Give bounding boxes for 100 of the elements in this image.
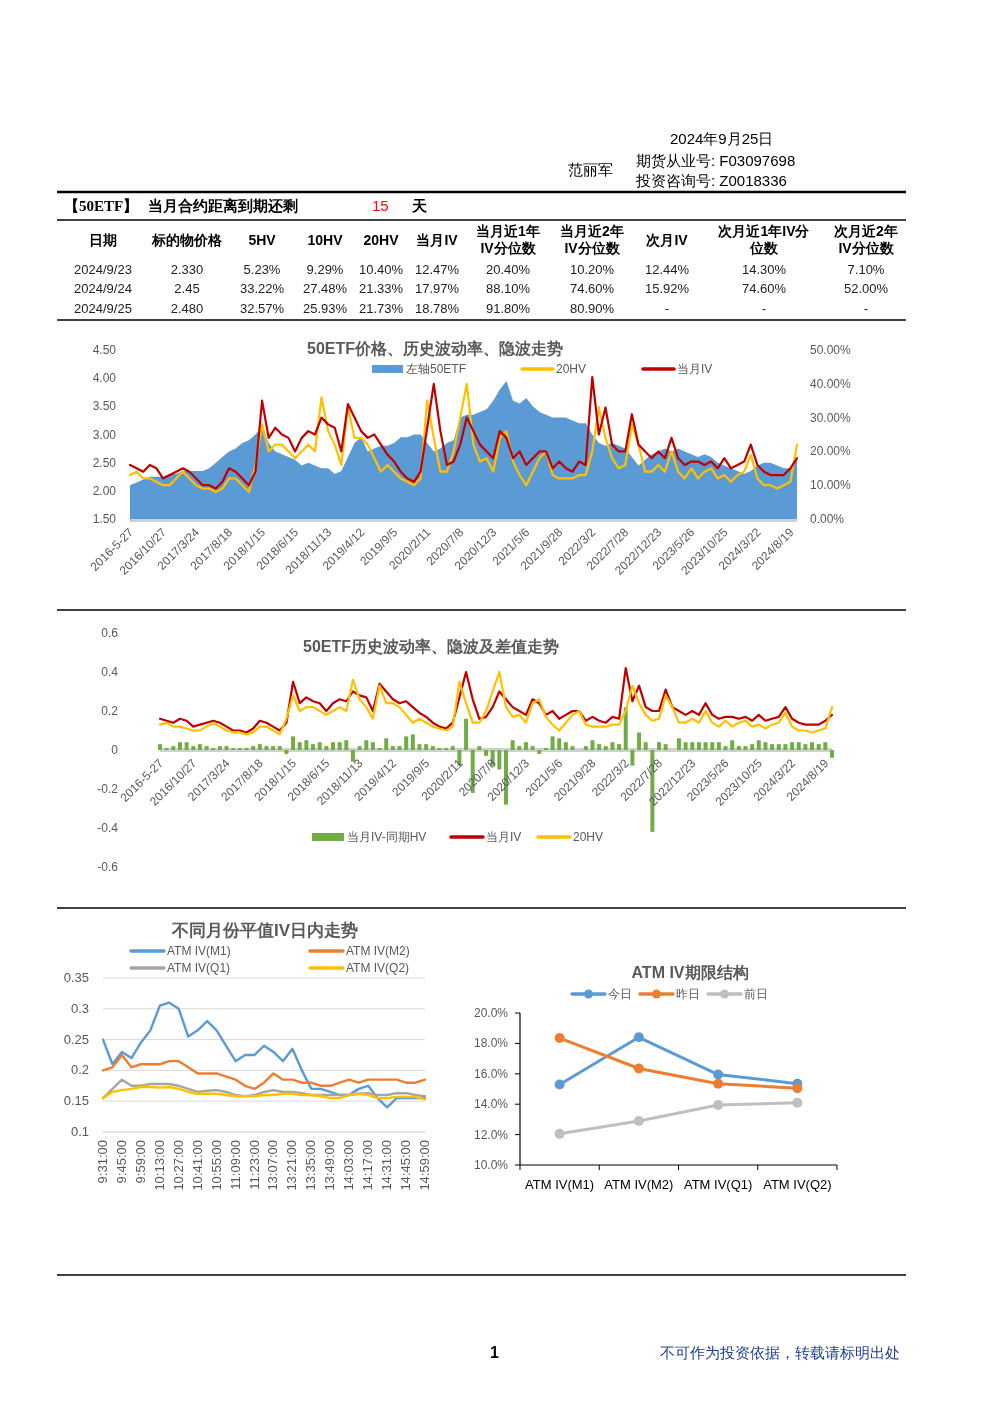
point bbox=[633, 1115, 644, 1126]
category-label: 标的物价格 bbox=[151, 232, 223, 248]
x-tick-label: 11:23:00 bbox=[246, 1140, 262, 1190]
bar bbox=[570, 746, 575, 750]
text: 21.33% bbox=[358, 281, 404, 296]
bar bbox=[550, 736, 555, 750]
point bbox=[633, 1063, 644, 1074]
bar bbox=[743, 746, 748, 750]
x-tick-label: 11:09:00 bbox=[227, 1140, 243, 1190]
text: 2.480 bbox=[170, 301, 204, 316]
y-tick-label: 2.50 bbox=[92, 455, 117, 470]
y-tick-label: 0.3 bbox=[70, 1000, 89, 1016]
bar bbox=[617, 744, 622, 750]
legend-label: 今日 bbox=[608, 987, 632, 1001]
y-tick-label: 20.0% bbox=[473, 1006, 509, 1020]
bar bbox=[637, 732, 642, 750]
chart-title: ATM IV期限结构 bbox=[631, 964, 749, 981]
bar bbox=[204, 746, 209, 750]
y-tick-label: 0.2 bbox=[70, 1062, 89, 1078]
bar bbox=[417, 744, 422, 750]
bar bbox=[803, 744, 808, 750]
text: 【50ETF】 bbox=[64, 198, 139, 214]
bar bbox=[311, 744, 316, 750]
text: 27.48% bbox=[302, 281, 348, 296]
x-tick-label: ATM IV(Q2) bbox=[763, 1177, 832, 1192]
text: 1 bbox=[490, 1344, 499, 1361]
bar bbox=[397, 746, 402, 750]
y2-tick-label: 40.00% bbox=[810, 376, 852, 391]
text: 74.60% bbox=[569, 281, 615, 296]
bar bbox=[264, 746, 269, 750]
text: 21.73% bbox=[358, 301, 404, 316]
point bbox=[554, 1079, 565, 1090]
category-label: 10HV bbox=[307, 232, 344, 248]
y-tick-label: 0.1 bbox=[70, 1124, 89, 1139]
text: 2024/9/23 bbox=[74, 262, 132, 277]
line-series bbox=[101, 1053, 427, 1091]
y2-tick-label: 0.00% bbox=[810, 512, 845, 526]
bar bbox=[390, 746, 395, 750]
bar bbox=[810, 742, 815, 750]
bar bbox=[384, 738, 389, 750]
text: 91.80% bbox=[485, 301, 531, 316]
bar bbox=[657, 742, 662, 750]
bar bbox=[816, 744, 821, 750]
x-tick-label: 9:31:00 bbox=[95, 1140, 110, 1184]
bar bbox=[703, 742, 708, 750]
text: 15.92% bbox=[644, 281, 690, 296]
point bbox=[633, 1032, 644, 1043]
text: 12.47% bbox=[414, 262, 460, 277]
bar bbox=[450, 746, 455, 750]
text: 2024/9/25 bbox=[74, 301, 132, 316]
bar bbox=[710, 742, 715, 750]
bar bbox=[337, 742, 342, 750]
y-tick-label: -0.4 bbox=[97, 821, 119, 835]
bar bbox=[736, 746, 741, 750]
bar bbox=[424, 744, 429, 750]
text: 14.30% bbox=[741, 262, 787, 277]
text: 15 bbox=[372, 197, 389, 214]
bar bbox=[284, 750, 289, 754]
bar bbox=[510, 740, 515, 750]
line-series bbox=[101, 1078, 427, 1100]
point bbox=[554, 1033, 565, 1044]
text: 33.22% bbox=[239, 281, 285, 296]
bar bbox=[770, 744, 775, 750]
bar bbox=[563, 742, 568, 750]
bar bbox=[663, 744, 668, 750]
point bbox=[713, 1069, 724, 1080]
point bbox=[713, 1099, 724, 1110]
bar bbox=[370, 742, 375, 750]
x-tick-label: 9:59:00 bbox=[132, 1140, 148, 1184]
y2-tick-label: 30.00% bbox=[810, 410, 852, 425]
x-tick-label: 14:31:00 bbox=[379, 1140, 395, 1191]
text: 5.23% bbox=[243, 262, 281, 277]
bar bbox=[251, 746, 256, 750]
y-tick-label: 14.0% bbox=[473, 1097, 509, 1112]
text: 20.40% bbox=[485, 262, 531, 277]
y-tick-label: 0.15 bbox=[63, 1093, 89, 1109]
x-tick-label: 14:03:00 bbox=[341, 1140, 357, 1191]
text: 不可作为投资依据，转载请标明出处 bbox=[660, 1345, 900, 1361]
bar bbox=[217, 746, 222, 750]
legend-label: ATM IV(Q1) bbox=[167, 961, 231, 975]
x-tick-label: 14:59:00 bbox=[417, 1140, 432, 1191]
bar bbox=[783, 744, 788, 750]
bar bbox=[763, 742, 768, 750]
legend-label: 左轴50ETF bbox=[406, 362, 467, 376]
legend-label: 前日 bbox=[744, 987, 768, 1001]
x-tick-label: 10:55:00 bbox=[208, 1140, 224, 1191]
y-tick-label: 10.0% bbox=[473, 1158, 509, 1172]
text: 25.93% bbox=[302, 301, 348, 316]
bar bbox=[330, 742, 335, 750]
bar bbox=[344, 740, 349, 750]
y-tick-label: 0.6 bbox=[101, 626, 119, 640]
category-label: 日期 bbox=[89, 232, 117, 248]
text: 52.00% bbox=[843, 281, 889, 296]
bar bbox=[530, 746, 535, 750]
bar bbox=[477, 746, 482, 750]
text: 期货从业号: F03097698 bbox=[636, 152, 796, 169]
point bbox=[713, 1078, 724, 1089]
bar bbox=[191, 746, 196, 750]
bar bbox=[603, 746, 608, 750]
bar bbox=[690, 742, 695, 750]
